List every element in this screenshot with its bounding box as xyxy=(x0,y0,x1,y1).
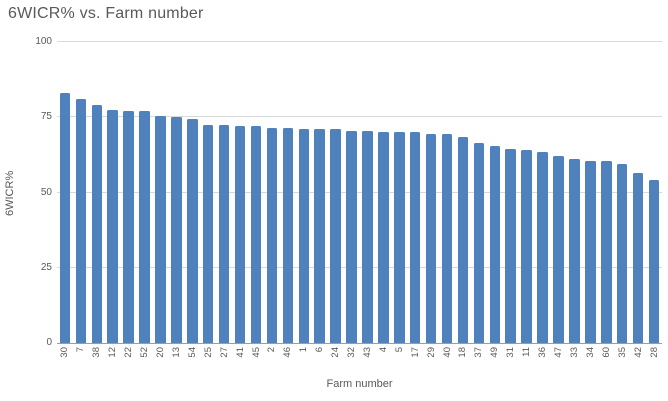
x-tick-label: 42 xyxy=(632,347,644,358)
bar-farm-38 xyxy=(91,105,103,343)
x-tick-label: 25 xyxy=(202,347,214,358)
x-tick-label: 43 xyxy=(361,347,373,358)
bar-farm-46 xyxy=(282,127,294,343)
x-tick-label: 17 xyxy=(409,347,421,358)
x-tick-label: 13 xyxy=(170,347,182,358)
bar-farm-45 xyxy=(250,126,262,343)
y-tick-label: 100 xyxy=(35,36,52,47)
bar-farm-28 xyxy=(648,180,660,343)
bar-farm-41 xyxy=(234,126,246,343)
bar-farm-5 xyxy=(394,132,405,343)
x-tick-label: 20 xyxy=(154,347,166,358)
gridline-y-25 xyxy=(57,266,662,268)
bar-farm-32 xyxy=(346,130,357,343)
x-tick-label: 46 xyxy=(282,347,294,358)
x-tick-label: 40 xyxy=(441,347,453,358)
x-axis-title: Farm number xyxy=(326,378,393,390)
x-tick-label: 47 xyxy=(553,347,564,358)
bar-farm-43 xyxy=(362,130,373,343)
x-tick-label: 36 xyxy=(537,347,549,358)
x-tick-label: 22 xyxy=(123,347,135,358)
x-tick-label: 52 xyxy=(139,347,151,358)
bar-farm-34 xyxy=(585,160,596,343)
y-tick-label: 0 xyxy=(46,337,52,348)
bar-farm-4 xyxy=(378,132,389,343)
bar-farm-18 xyxy=(457,136,469,343)
bar-farm-37 xyxy=(473,142,485,343)
x-tick-label: 38 xyxy=(91,347,103,358)
x-tick-label: 28 xyxy=(648,347,660,358)
y-tick-label: 25 xyxy=(40,261,52,273)
bar-farm-12 xyxy=(107,109,118,343)
bar-farm-54 xyxy=(187,118,198,343)
bar-farm-13 xyxy=(171,117,182,343)
bar-farm-52 xyxy=(139,111,150,343)
bar-farm-7 xyxy=(75,99,87,343)
x-tick-label: 45 xyxy=(250,347,262,358)
chart-title: 6WICR% vs. Farm number xyxy=(8,5,204,22)
bar-farm-49 xyxy=(489,145,501,343)
x-tick-label: 2 xyxy=(266,347,278,353)
x-tick-label: 12 xyxy=(107,347,119,358)
bar-farm-17 xyxy=(409,132,421,343)
bar-farm-24 xyxy=(330,129,341,343)
bar-farm-2 xyxy=(266,127,278,343)
x-tick-label: 27 xyxy=(218,347,230,358)
y-tick-label: 75 xyxy=(40,111,52,123)
x-tick-label: 31 xyxy=(505,347,517,358)
bar-farm-42 xyxy=(632,172,644,343)
y-tick-label: 50 xyxy=(40,186,52,198)
bar-farm-36 xyxy=(537,151,548,343)
x-tick-label: 11 xyxy=(521,347,533,357)
x-tick-label: 37 xyxy=(473,347,485,358)
x-tick-label: 24 xyxy=(330,347,342,358)
bar-farm-1 xyxy=(298,129,310,343)
bar-farm-35 xyxy=(616,163,628,343)
bar-farm-25 xyxy=(202,124,214,343)
x-tick-label: 35 xyxy=(616,347,628,358)
plot-area xyxy=(57,41,662,344)
x-tick-label: 34 xyxy=(584,347,596,358)
bar-farm-40 xyxy=(441,133,453,343)
x-tick-label: 29 xyxy=(425,347,437,358)
gridline-y-100 xyxy=(57,41,662,42)
x-tick-label: 18 xyxy=(457,347,469,358)
x-tick-label: 6 xyxy=(314,347,326,353)
x-tick-label: 54 xyxy=(186,347,198,358)
bar-farm-60 xyxy=(601,160,612,343)
bar-farm-29 xyxy=(425,133,437,343)
bar-farm-30 xyxy=(59,93,71,343)
x-tick-label: 60 xyxy=(600,347,612,358)
bar-farm-11 xyxy=(521,150,532,343)
x-tick-label: 5 xyxy=(393,347,405,353)
bar-farm-47 xyxy=(553,156,564,343)
bar-farm-20 xyxy=(155,115,166,343)
x-tick-label: 4 xyxy=(377,347,389,353)
gridline-y-75 xyxy=(57,116,662,118)
gridline-y-50 xyxy=(57,191,662,193)
bar-farm-31 xyxy=(505,148,516,343)
x-tick-label: 33 xyxy=(568,347,580,358)
bar-farm-22 xyxy=(123,111,134,343)
x-tick-label: 1 xyxy=(298,347,310,353)
bar-farm-6 xyxy=(314,129,325,343)
x-tick-label: 41 xyxy=(234,347,246,358)
bar-farm-33 xyxy=(569,159,580,343)
x-tick-label: 7 xyxy=(75,347,87,353)
x-tick-label: 49 xyxy=(489,347,501,358)
x-tick-label: 32 xyxy=(346,347,358,358)
bar-farm-27 xyxy=(218,124,230,343)
x-tick-label: 30 xyxy=(59,347,71,358)
